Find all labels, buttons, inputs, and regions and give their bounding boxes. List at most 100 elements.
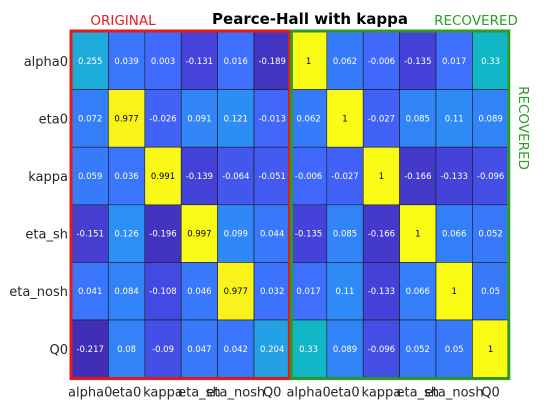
- heatmap-cell: [144, 204, 182, 263]
- heatmap-cell: [290, 262, 328, 321]
- cell-value-label: 0.003: [151, 57, 175, 67]
- column-tick-label: eta_nosh: [425, 386, 484, 401]
- cell-value-label: 0.977: [224, 287, 248, 297]
- column-tick-label: kappa: [362, 386, 402, 401]
- cell-value-label: -0.166: [368, 230, 395, 240]
- heatmap-cell-labels: 0.255 0.039 0.003 -0.131 0.016 -0.189 1 0.062 -0…: [76, 57, 504, 355]
- cell-value-label: -0.131: [186, 57, 213, 67]
- heatmap-cell: [362, 204, 400, 263]
- chart-title: Pearce-Hall with kappa: [212, 10, 408, 28]
- cell-value-label: -0.133: [368, 287, 395, 297]
- heatmap-cell: [71, 89, 109, 148]
- cell-value-label: 0.017: [442, 57, 466, 67]
- cell-value-label: 0.204: [260, 345, 284, 355]
- heatmap-cell: [180, 31, 218, 90]
- heatmap-cell: [399, 31, 437, 90]
- row-tick-label: alpha0: [24, 55, 68, 70]
- cell-value-label: 0.099: [224, 230, 248, 240]
- column-tick-label: Q0: [481, 386, 500, 401]
- heatmap-cell: [71, 204, 109, 263]
- heatmap-cell: [290, 146, 328, 206]
- cell-value-label: 0.017: [296, 287, 320, 297]
- heatmap-cell: [180, 89, 218, 148]
- cell-value-label: 0.991: [151, 172, 175, 182]
- cell-value-label: 0.039: [114, 57, 138, 67]
- cell-value-label: 0.016: [224, 57, 248, 67]
- cell-value-label: 0.121: [224, 114, 248, 124]
- heatmap-cell: [435, 262, 473, 321]
- cell-value-label: 0.036: [114, 172, 138, 182]
- cell-value-label: 0.041: [78, 287, 102, 297]
- cell-value-label: 0.062: [296, 114, 320, 124]
- cell-value-label: 0.042: [224, 345, 248, 355]
- cell-value-label: -0.135: [404, 57, 431, 67]
- cell-value-label: -0.027: [368, 114, 395, 124]
- row-tick-label: kappa: [28, 170, 68, 185]
- cell-value-label: 0.089: [478, 114, 502, 124]
- cell-value-label: 0.085: [406, 114, 430, 124]
- cell-value-label: 0.072: [78, 114, 102, 124]
- heatmap-cell: [362, 319, 400, 378]
- cell-value-label: 0.11: [445, 114, 464, 124]
- cell-value-label: -0.196: [149, 230, 176, 240]
- heatmap-cell: [253, 262, 291, 321]
- cell-value-label: 0.089: [333, 345, 357, 355]
- cell-value-label: 0.062: [333, 57, 357, 67]
- recovered-label-side: RECOVERED: [515, 86, 531, 170]
- heatmap-cell: [399, 319, 437, 378]
- cell-value-label: 0.255: [78, 57, 102, 67]
- row-tick-label: eta0: [39, 112, 68, 127]
- row-tick-labels: alpha0 eta0 kappa eta_sh eta_nosh Q0: [9, 55, 68, 358]
- column-tick-label: Q0: [263, 386, 282, 401]
- cell-value-label: -0.151: [76, 230, 103, 240]
- heatmap-cell: [253, 319, 291, 378]
- heatmap-cell: [472, 204, 510, 263]
- cell-value-label: 0.091: [187, 114, 211, 124]
- heatmap-cell: [362, 89, 400, 148]
- cell-value-label: 0.084: [114, 287, 138, 297]
- cell-value-label: -0.135: [295, 230, 322, 240]
- heatmap-cell: [435, 89, 473, 148]
- column-tick-label: kappa: [143, 386, 183, 401]
- heatmap-cell: [217, 262, 255, 321]
- column-tick-label: alpha0: [68, 386, 112, 401]
- heatmap-cell: [108, 204, 146, 263]
- heatmap-cell: [290, 204, 328, 263]
- cell-value-label: 1: [488, 345, 493, 355]
- heatmap-cell: [399, 89, 437, 148]
- heatmap-cell: [108, 31, 146, 90]
- cell-value-label: -0.108: [149, 287, 176, 297]
- cell-value-label: 0.059: [78, 172, 102, 182]
- cell-value-label: -0.217: [76, 345, 103, 355]
- cell-value-label: 0.047: [187, 345, 211, 355]
- heatmap-cell: [435, 204, 473, 263]
- column-tick-label: eta_sh: [397, 386, 440, 401]
- heatmap-cell: [71, 146, 109, 206]
- cell-value-label: -0.096: [368, 345, 395, 355]
- cell-value-label: -0.006: [295, 172, 322, 182]
- heatmap-cell: [253, 31, 291, 90]
- cell-value-label: 1: [415, 230, 420, 240]
- heatmap-cell: [326, 319, 364, 378]
- column-tick-label: alpha0: [286, 386, 330, 401]
- original-block-outline: [69, 29, 291, 381]
- cell-value-label: 0.066: [406, 287, 430, 297]
- cell-value-label: 0.046: [187, 287, 211, 297]
- heatmap-cell: [180, 146, 218, 206]
- cell-value-label: -0.09: [152, 345, 174, 355]
- cell-value-label: 0.11: [336, 287, 355, 297]
- row-tick-label: eta_nosh: [9, 285, 68, 300]
- cell-value-label: -0.026: [149, 114, 176, 124]
- row-tick-label: Q0: [49, 343, 68, 358]
- heatmap-cell: [108, 89, 146, 148]
- cell-value-label: 1: [306, 57, 311, 67]
- heatmap-cell: [180, 204, 218, 263]
- heatmap-cell: [108, 262, 146, 321]
- cell-value-label: 0.052: [478, 230, 502, 240]
- heatmap-cell: [399, 204, 437, 263]
- cell-value-label: 0.085: [333, 230, 357, 240]
- heatmap-cell: [326, 31, 364, 90]
- cell-value-label: -0.051: [258, 172, 285, 182]
- cell-value-label: 0.126: [114, 230, 138, 240]
- column-tick-label: eta0: [112, 386, 141, 401]
